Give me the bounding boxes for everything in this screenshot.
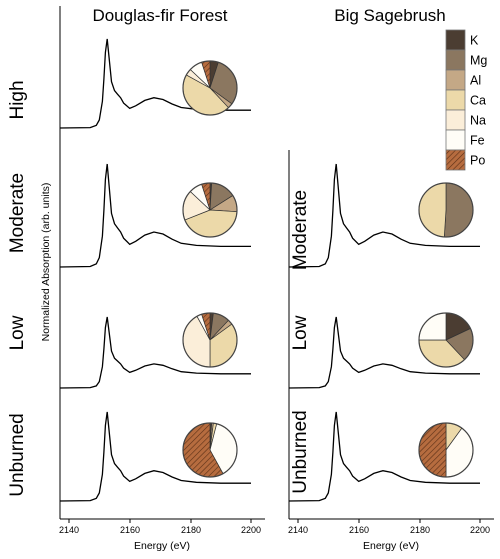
pie-slice-mg [443,182,474,238]
row-label-low-right: Low [290,315,311,350]
legend-label-k: K [470,34,479,48]
pie-slice-ca [418,182,447,238]
legend-label-na: Na [470,114,486,128]
composition-pie [418,422,474,478]
legend-label-mg: Mg [470,54,487,68]
composition-pie [418,312,474,368]
x-tick-label: 2180 [181,525,201,535]
x-tick-label: 2140 [288,525,308,535]
row-label-moderate-left: Moderate [7,173,28,253]
legend-swatch-k [445,29,466,51]
y-axis-label: Normalized Absorption (arb. units) [40,183,52,342]
composition-pie [182,182,238,238]
row-label-unburned-left: Unburned [7,413,28,496]
legend-swatch-mg [445,49,466,71]
spectrum-line [59,38,251,129]
pies-layer [182,60,474,478]
legend-swatch-ca [445,89,466,111]
composition-pie [182,60,238,116]
spectrum-line [59,163,251,268]
row-label-moderate-right: Moderate [290,190,311,270]
pie-outline [182,422,238,478]
pie-outline [182,182,238,238]
legend-swatch-po [445,149,466,171]
row-label-unburned-right: Unburned [290,410,311,493]
pie-slice-po [418,422,447,478]
spectrum-line [59,316,251,389]
spectrum-line [288,163,480,268]
pie-outline [418,182,474,238]
left-x-ticks: 2140 2160 2180 2200 [59,519,261,535]
composition-pie [182,422,238,478]
x-tick-label: 2180 [410,525,430,535]
pie-outline [182,312,238,368]
legend-label-po: Po [470,154,485,168]
spectrum-line [288,411,480,502]
right-x-ticks: 2140 2160 2180 2200 [288,519,490,535]
x-axis-label-right: Energy (eV) [363,540,419,552]
legend-label-fe: Fe [470,134,485,148]
pie-outline [418,312,474,368]
row-label-high: High [7,80,28,119]
legend-swatch-al [445,69,466,91]
x-tick-label: 2160 [120,525,140,535]
spectrum-line [59,411,251,502]
x-tick-label: 2140 [59,525,79,535]
column-title-big-sagebrush: Big Sagebrush [334,6,446,25]
legend-label-ca: Ca [470,94,486,108]
pie-outline [418,422,474,478]
pie-outline [182,60,238,116]
spectrum-line [288,316,480,389]
x-axis-label-left: Energy (eV) [134,540,190,552]
composition-pie [418,182,474,238]
x-tick-label: 2160 [349,525,369,535]
legend: K Mg Al Ca Na Fe Po [445,29,487,171]
x-tick-label: 2200 [241,525,261,535]
composition-pie [182,312,238,368]
x-tick-label: 2200 [470,525,490,535]
spectra-layer [59,38,480,502]
row-label-low-left: Low [7,315,28,350]
legend-label-al: Al [470,74,481,88]
legend-swatch-fe [445,129,466,151]
column-title-douglas-fir: Douglas-fir Forest [92,6,227,25]
legend-swatch-na [445,109,466,131]
